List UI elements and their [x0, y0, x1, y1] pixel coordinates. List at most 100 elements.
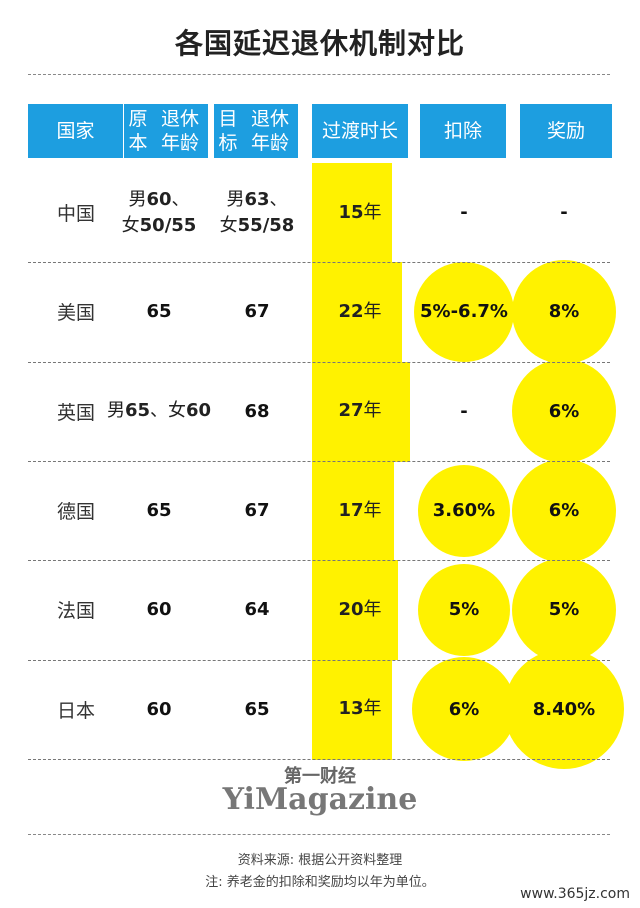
cell-original-age: 男60、 女50/55 [104, 163, 214, 262]
cell-text: 美国 [57, 298, 95, 325]
header-reward: 奖励 [520, 104, 612, 158]
cell-text: 英国 [57, 398, 95, 425]
header-country: 国家 [28, 104, 123, 158]
cell-text: 60 [146, 699, 171, 720]
cell-deduction: 3.60% [412, 461, 516, 560]
cell-line: 17年 [338, 499, 382, 521]
header-original-age: 原本 退休年龄 [124, 104, 208, 158]
header-target-age: 目标 退休年龄 [214, 104, 298, 158]
cell-original-age: 65 [104, 461, 214, 560]
row-separator [28, 460, 610, 462]
cell-text: - [560, 202, 567, 223]
header-text: 原本 [128, 108, 148, 154]
cell-target-age: 65 [214, 660, 300, 759]
header-text: 退休年龄 [160, 108, 199, 154]
cell-line: 5% [448, 599, 480, 621]
cell-line: 女55/58 [219, 214, 295, 236]
cell-text: 8.40% [533, 699, 595, 720]
cell-line: 60 [146, 599, 172, 621]
cell-text: 6% [449, 699, 480, 720]
cell-reward: 6% [512, 362, 616, 461]
cell-deduction: - [412, 362, 516, 461]
cell-line: 6% [548, 400, 580, 422]
cell-line: 13年 [338, 698, 382, 720]
cell-line: - [460, 202, 468, 224]
cell-transition: 27年 [312, 362, 408, 461]
transition-highlight [312, 659, 392, 760]
cell-line: - [560, 202, 568, 224]
cell-original-age: 男65、女60 [104, 362, 214, 461]
transition-highlight [312, 262, 402, 363]
logo-chinese: 第一财经 [284, 766, 356, 787]
cell-original-age: 60 [104, 560, 214, 659]
deduction-circle [418, 464, 510, 557]
cell-original-age: 60 [104, 660, 214, 759]
cell-line: 男63、 [226, 188, 288, 210]
cell-country: 法国 [28, 560, 124, 659]
cell-target-age: 男63、女55/58 [214, 163, 300, 262]
row-separator [28, 361, 610, 363]
row-separator [28, 659, 610, 661]
transition-highlight [312, 460, 394, 562]
cell-text: 法国 [57, 596, 95, 623]
cell-line: 法国 [56, 600, 95, 623]
cell-text: 67 [244, 500, 269, 521]
row-separator [28, 262, 610, 264]
cell-text: 17年 [338, 498, 381, 524]
deduction-circle [418, 563, 510, 656]
cell-text: 65 [146, 500, 171, 521]
cell-country: 日本 [28, 660, 124, 759]
cell-country: 英国 [28, 362, 124, 461]
cell-line: 27年 [338, 400, 382, 422]
row-separator [28, 560, 610, 562]
cell-line: 65 [146, 500, 172, 522]
cell-text: 60 [146, 599, 171, 620]
cell-line: 8% [548, 301, 580, 323]
cell-text: 27年 [338, 398, 381, 424]
reward-circle [512, 359, 616, 464]
cell-line: 男65、女60 [106, 400, 212, 422]
cell-reward: 5% [512, 560, 616, 659]
cell-text: 20年 [338, 597, 381, 623]
source-note: 资料来源: 根据公开资料整理 [237, 853, 403, 868]
cell-text: - [460, 401, 467, 422]
transition-highlight [312, 560, 398, 661]
cell-text: 13年 [338, 696, 381, 722]
header-text: 扣除 [443, 120, 482, 142]
cell-deduction: - [412, 163, 516, 262]
title-divider [28, 74, 610, 75]
header-transition: 过渡时长 [312, 104, 408, 158]
cell-target-age: 68 [214, 362, 300, 461]
cell-text: 男63、女55/58 [220, 187, 295, 239]
cell-text: 6% [549, 500, 580, 521]
cell-line: 英国 [56, 401, 95, 424]
cell-line: 67 [244, 500, 270, 522]
cell-text: 德国 [57, 497, 95, 524]
deduction-circle [414, 261, 514, 362]
transition-highlight [312, 163, 392, 264]
cell-line: 3.60% [432, 500, 496, 522]
cell-text: 15年 [338, 200, 381, 226]
cell-line: 65 [146, 301, 172, 323]
cell-target-age: 67 [214, 461, 300, 560]
cell-text: 日本 [57, 696, 95, 723]
cell-deduction: 5%-6.7% [412, 262, 516, 361]
cell-reward: 8% [512, 262, 616, 361]
cell-line: 美国 [56, 302, 95, 325]
deduction-circle [412, 657, 516, 762]
cell-deduction: 6% [412, 660, 516, 759]
header-text: 目标 [218, 108, 238, 154]
cell-text: 65 [244, 699, 269, 720]
cell-transition: 20年 [312, 560, 408, 659]
cell-reward: 8.40% [512, 660, 616, 759]
cell-line: 65 [244, 698, 270, 720]
reward-circle [512, 259, 616, 364]
cell-transition: 17年 [312, 461, 408, 560]
cell-country: 美国 [28, 262, 124, 361]
cell-line: 5% [548, 599, 580, 621]
cell-text: 64 [244, 599, 269, 620]
cell-country: 德国 [28, 461, 124, 560]
transition-highlight [312, 361, 410, 462]
cell-line: 5%-6.7% [420, 301, 508, 323]
cell-line: 德国 [56, 501, 95, 524]
